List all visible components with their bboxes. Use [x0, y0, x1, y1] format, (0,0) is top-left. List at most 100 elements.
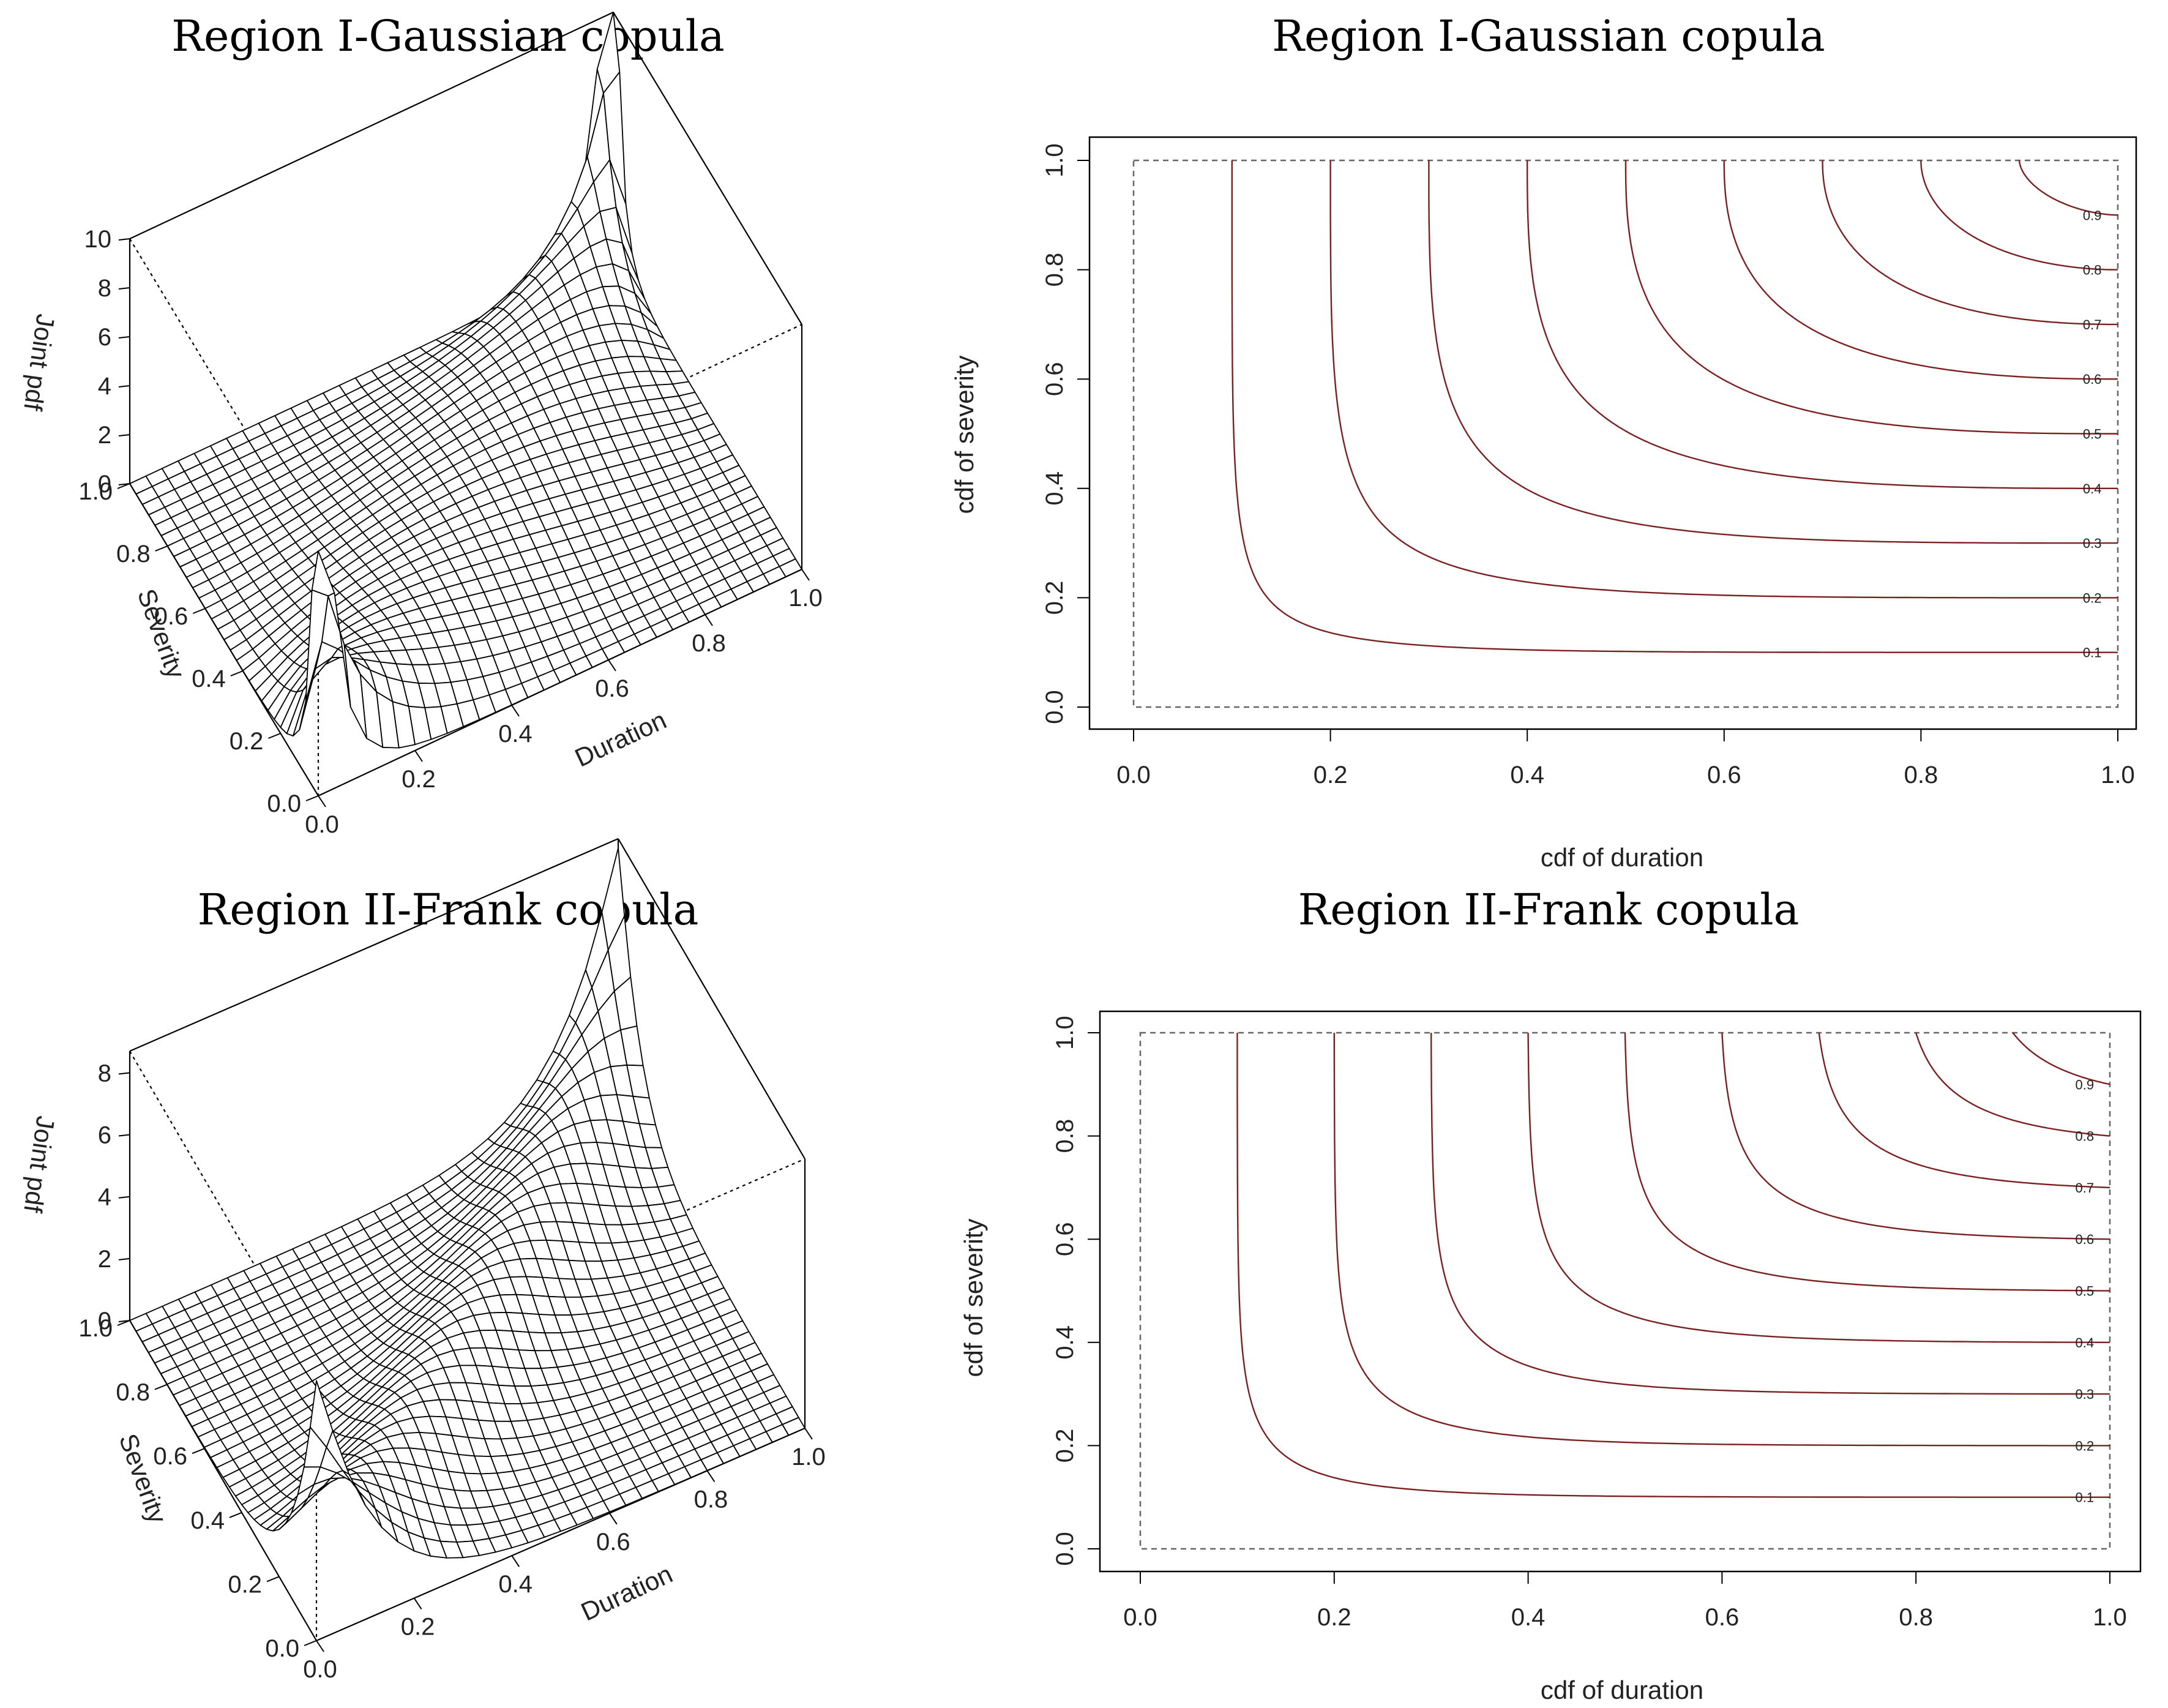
surface-facet [309, 1380, 334, 1448]
contour-label: 0.4 [2076, 1335, 2095, 1350]
x-tick-label: 1.0 [791, 1444, 826, 1470]
unit-square [1139, 1032, 2111, 1550]
z-tick-label: 8 [98, 1060, 111, 1087]
contour-label: 0.1 [2083, 645, 2102, 661]
y-tick-label: 1.0 [78, 1315, 113, 1342]
plot-frame [1088, 136, 2137, 730]
contour-label: 0.9 [2083, 208, 2102, 223]
z-tick-label: 0 [98, 471, 111, 498]
x-tick-label: 0.4 [1511, 1604, 1546, 1631]
y-tick-label: 0.4 [190, 1507, 225, 1534]
surface-mesh [129, 847, 806, 1559]
x-tick-label: 0.0 [305, 811, 339, 838]
contour-line [1428, 160, 2118, 544]
y-tick [192, 1448, 205, 1455]
contour-label: 0.1 [2076, 1490, 2095, 1505]
contour-line [2018, 160, 2118, 216]
surface-facet [311, 550, 335, 597]
panel-gaussian-surface: Region I-Gaussian copula 0 2 4 6 8 10 0.0 0.2 0.… [18, 11, 823, 838]
contour-line [1624, 1033, 2110, 1292]
contour-label: 0.3 [2076, 1387, 2095, 1402]
x-tick [705, 614, 713, 626]
surface-plot: 0 2 4 6 8 0.0 0.2 0.4 0.6 0.8 1.0 0.0 0.2 0.4 0.6 0.8 1.… [78, 837, 826, 1683]
x-tick-label: 0.0 [303, 1656, 337, 1683]
x-tick-label: 0.2 [1314, 762, 1348, 788]
y-tick [268, 733, 281, 739]
x-tick-label: 0.6 [595, 675, 629, 702]
x-tick-label: 0.2 [401, 1614, 435, 1641]
x-tick [511, 1555, 520, 1567]
x-tick-label: 0.0 [1123, 1604, 1157, 1631]
contour-lines [1231, 160, 2118, 653]
box-edge [129, 837, 619, 1052]
unit-square [1132, 159, 2119, 708]
x-tick [608, 1513, 618, 1525]
contour-label: 0.2 [2083, 590, 2102, 605]
z-tick [118, 238, 130, 241]
z-tick-label: 2 [98, 422, 111, 449]
y-tick [117, 483, 130, 489]
surface-mesh [129, 12, 802, 749]
x-tick-label: 0.8 [1904, 762, 1938, 788]
x-axis-label: cdf of duration [1541, 1676, 1703, 1704]
z-tick [118, 1072, 130, 1075]
z-tick-label: 0 [98, 1308, 111, 1335]
y-tick-label: 1.0 [78, 478, 113, 505]
x-tick [804, 1428, 813, 1440]
x-tick [318, 795, 326, 807]
contour-line [1430, 1033, 2110, 1395]
y-axis-label: Severity [132, 585, 191, 683]
x-tick-label: 0.4 [1510, 762, 1544, 788]
x-tick [801, 569, 810, 581]
box-edge [129, 483, 319, 796]
y-tick-label: 0.4 [192, 665, 226, 692]
y-tick-label: 0.0 [1052, 1532, 1078, 1566]
panel-gaussian-contour: Region I-Gaussian copula 0.0 0.2 0.4 0.6 0.8… [950, 11, 2137, 872]
y-tick-label: 0.6 [1052, 1222, 1078, 1256]
z-tick-label: 4 [98, 1184, 111, 1211]
z-tick [118, 1134, 130, 1137]
z-axis-label: Joint pdf [18, 312, 61, 413]
y-tick [192, 608, 206, 614]
y-tick-label: 0.0 [1041, 690, 1068, 724]
y-tick-label: 0.2 [228, 1571, 262, 1598]
y-tick [154, 1384, 168, 1390]
y-tick-label: 0.8 [116, 1379, 150, 1406]
panel-title: Region II-Frank copula [1298, 885, 1800, 935]
x-tick-label: 0.2 [402, 766, 436, 793]
contour-label: 0.6 [2083, 372, 2102, 387]
contour-label: 0.5 [2076, 1284, 2095, 1299]
z-tick [118, 385, 130, 388]
y-tick-label: 0.2 [1052, 1429, 1078, 1463]
contour-label: 0.8 [2083, 263, 2102, 278]
z-tick-label: 6 [98, 324, 111, 351]
contour-line [1527, 1033, 2110, 1344]
contour-line [1236, 1033, 2110, 1498]
y-axis-label: cdf of severity [950, 355, 979, 514]
box-edge [316, 1427, 806, 1642]
z-tick-label: 10 [84, 226, 112, 253]
y-tick [230, 670, 244, 676]
y-tick-label: 0.4 [1052, 1325, 1078, 1360]
box-edge [129, 12, 614, 239]
contour-line [1721, 1033, 2110, 1240]
contour-label: 0.7 [2076, 1180, 2095, 1196]
box-edge [129, 1320, 317, 1641]
z-tick [118, 434, 130, 436]
y-tick-label: 0.6 [153, 1443, 187, 1470]
y-tick-label: 0.0 [267, 790, 301, 817]
box-edge [618, 838, 806, 1159]
contour-label: 0.9 [2076, 1077, 2095, 1092]
y-tick-label: 0.6 [1041, 362, 1068, 396]
contour-line [1822, 160, 2118, 326]
x-tick-label: 0.8 [692, 630, 726, 657]
x-tick-label: 0.4 [498, 1571, 533, 1598]
contour-label: 0.6 [2076, 1232, 2095, 1247]
y-tick-label: 0.6 [154, 603, 189, 630]
contour-label: 0.2 [2076, 1438, 2095, 1453]
plot-frame [1099, 1010, 2142, 1573]
y-tick [305, 795, 319, 801]
x-tick-label: 0.0 [1116, 762, 1151, 788]
contour-plot: 0.0 0.2 0.4 0.6 0.8 1.0 0.0 0.2 0.4 0.6 0.8 1.0 0.1 0… [1052, 1010, 2142, 1631]
